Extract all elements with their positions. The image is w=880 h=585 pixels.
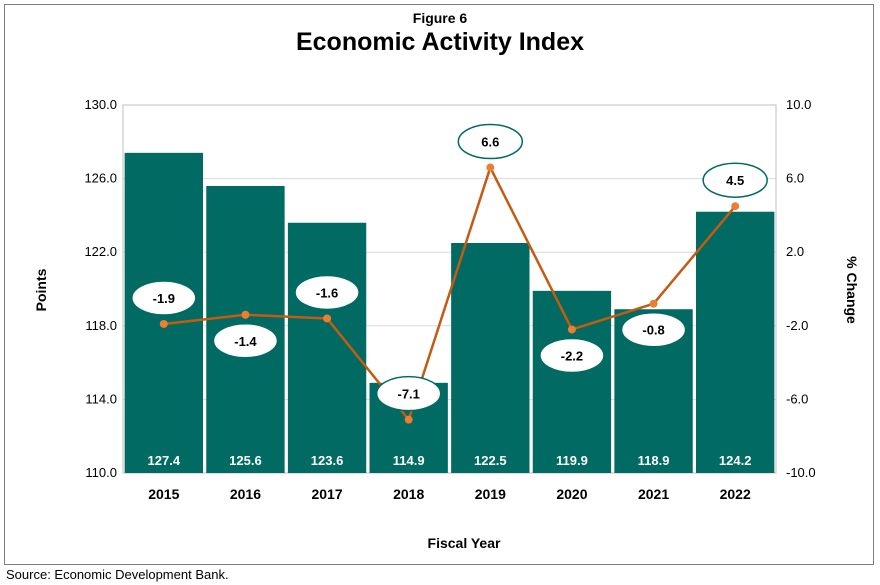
axes-layer: 110.0 114.0 118.0 122.0 126.0 130.0 -10.0 -6.0 -… bbox=[84, 97, 815, 502]
bar bbox=[532, 290, 612, 473]
chart-title: Economic Activity Index bbox=[295, 28, 585, 56]
x-tick-label: 2021 bbox=[638, 486, 669, 502]
bar bbox=[451, 243, 530, 473]
pct-change-label: -7.1 bbox=[397, 387, 419, 402]
x-tick-label: 2022 bbox=[720, 486, 751, 502]
pct-change-label: -2.2 bbox=[561, 348, 583, 363]
pct-change-callout bbox=[620, 311, 687, 348]
labels-layer: 127.4 125.6 123.6 114.9 122.5 119.9 118.9 124.2… bbox=[131, 123, 768, 468]
pct-change-callout bbox=[375, 375, 442, 412]
x-tick-label: 2016 bbox=[230, 486, 261, 502]
pct-change-label: -0.8 bbox=[642, 323, 664, 338]
x-tick-label: 2017 bbox=[311, 486, 342, 502]
x-axis-title: Fiscal Year bbox=[428, 535, 501, 551]
bar-value-label: 123.6 bbox=[311, 453, 344, 468]
line-layer bbox=[159, 163, 740, 424]
pct-change-callout bbox=[457, 123, 524, 160]
x-tick-label: 2019 bbox=[475, 486, 506, 502]
pct-change-marker bbox=[649, 299, 658, 308]
pct-change-callout bbox=[702, 162, 768, 198]
y-tick-label: 114.0 bbox=[85, 391, 117, 406]
y-tick-label: 110.0 bbox=[85, 465, 117, 480]
pct-change-marker bbox=[241, 310, 250, 319]
x-tick-label: 2020 bbox=[556, 486, 587, 502]
bar-value-label: 122.5 bbox=[474, 453, 507, 468]
y-tick-label: 122.0 bbox=[84, 244, 117, 259]
pct-change-marker bbox=[486, 163, 495, 172]
pct-change-label: 4.5 bbox=[726, 173, 744, 188]
bars-layer bbox=[124, 152, 775, 473]
bar bbox=[696, 211, 775, 473]
pct-change-marker bbox=[323, 314, 332, 323]
pct-change-label: -1.4 bbox=[234, 334, 257, 349]
y2-tick-label: -2.0 bbox=[786, 318, 808, 333]
y2-tick-label: -6.0 bbox=[786, 391, 808, 406]
bar-value-label: 125.6 bbox=[229, 453, 262, 468]
y2-tick-label: -10.0 bbox=[786, 465, 816, 480]
pct-change-callout bbox=[539, 337, 605, 374]
pct-change-callout bbox=[131, 280, 197, 316]
pct-change-line bbox=[163, 166, 737, 421]
bar-value-label: 119.9 bbox=[556, 453, 588, 468]
y2-tick-label: 2.0 bbox=[786, 244, 804, 259]
y-tick-label: 118.0 bbox=[85, 318, 117, 333]
pct-change-marker bbox=[404, 415, 413, 424]
bar-value-label: 118.9 bbox=[638, 453, 670, 468]
pct-change-label: -1.6 bbox=[316, 285, 338, 300]
pct-change-callout bbox=[212, 323, 279, 359]
pct-change-marker bbox=[159, 319, 168, 328]
pct-change-marker bbox=[567, 325, 576, 334]
bar-value-label: 124.2 bbox=[719, 453, 752, 468]
bar bbox=[287, 222, 367, 473]
y-tick-label: 126.0 bbox=[84, 171, 117, 186]
x-tick-label: 2015 bbox=[148, 486, 179, 502]
source-note: Source: Economic Development Bank. bbox=[6, 567, 229, 582]
figure-label: Figure 6 bbox=[412, 10, 468, 26]
bar-value-label: 114.9 bbox=[393, 453, 425, 468]
x-tick-label: 2018 bbox=[393, 486, 424, 502]
bar-value-label: 127.4 bbox=[148, 453, 181, 468]
y2-tick-label: 10.0 bbox=[786, 97, 811, 112]
pct-change-callout bbox=[294, 274, 360, 311]
pct-change-label: -1.9 bbox=[153, 291, 175, 306]
y-axis-title: Points bbox=[33, 268, 49, 311]
pct-change-label: 6.6 bbox=[481, 135, 499, 150]
plot-area-border bbox=[122, 104, 777, 474]
y2-tick-label: 6.0 bbox=[786, 171, 804, 186]
y-tick-label: 130.0 bbox=[84, 97, 117, 112]
pct-change-marker bbox=[731, 202, 740, 211]
y2-axis-title: % Change bbox=[844, 256, 860, 324]
